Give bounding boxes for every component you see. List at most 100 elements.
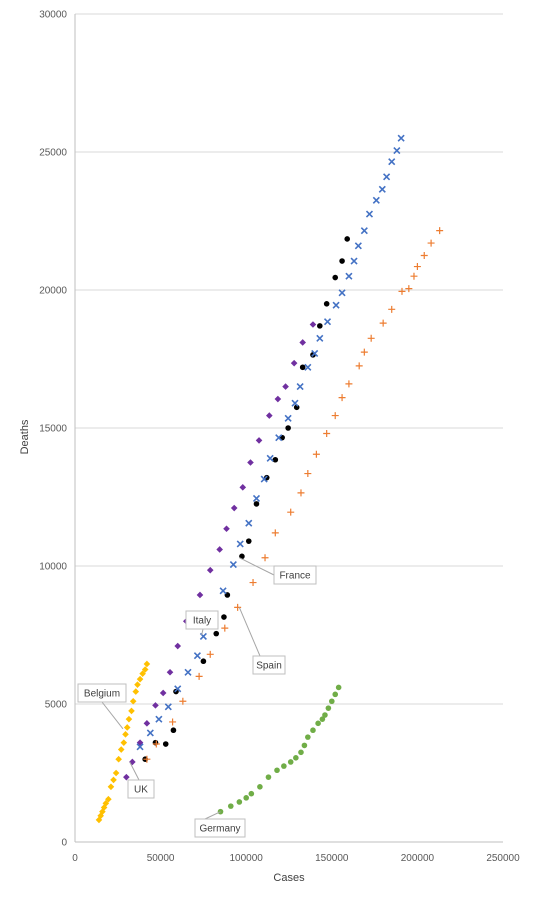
italy-point [317,323,323,329]
france-point [338,289,346,297]
spain-point [195,672,203,680]
spain-point [379,319,387,327]
france-point [397,134,405,142]
y-tick-label: 30000 [39,10,67,21]
france-point [252,494,261,502]
series-italy [142,236,351,762]
belgium-point [139,670,146,677]
y-tick-label: 10000 [39,562,67,573]
spain-point [355,362,363,370]
france-point [332,301,340,309]
france-point [345,272,353,280]
uk-callout-box [127,779,155,799]
france-point [323,318,332,326]
uk-point [266,412,273,419]
germany-point [265,774,272,780]
spain-point [304,470,312,478]
series-uk [123,321,317,781]
italy-point [170,727,177,734]
belgium-point [102,800,110,807]
france-point [360,227,368,235]
uk-point [216,546,223,553]
x-tick-label: 250000 [486,853,520,864]
germany-point [281,763,287,769]
france-point [136,743,144,751]
spain-point [367,334,375,342]
x-tick-label: 200000 [401,853,435,864]
italy-point [272,456,279,463]
belgium-point [110,776,117,784]
x-tick-labels: 0 50000 100000 150000 200000 250000 [72,853,520,864]
y-tick-label: 0 [61,838,67,849]
uk-point [239,484,247,491]
belgium-callout-box [77,683,127,703]
germany-point [257,784,263,790]
italy-point [285,425,291,431]
belgium-label: Belgium [84,689,120,700]
series-france [136,134,405,751]
germany-point [315,720,321,727]
y-axis-title: Deaths [19,419,31,454]
spain-point [249,579,257,587]
italy-point [200,658,207,665]
germany-callout-box [194,818,246,838]
france-point [296,383,304,391]
uk-point [299,339,306,346]
belgium-point [100,804,108,811]
france-point [229,561,237,569]
uk-point [206,566,214,574]
belgium-point [129,697,137,705]
germany-point [298,749,304,756]
uk-leader-line [129,761,140,781]
belgium-point [128,707,135,715]
spain-point [420,252,428,259]
germany-leader-line [204,811,221,820]
x-axis-title: Cases [273,872,305,884]
italy-point [221,614,227,620]
spain-leader-line [238,607,261,657]
uk-point [247,459,254,466]
france-point [199,632,207,640]
italy-point [253,501,260,507]
spain-point [360,348,368,356]
france-point [316,334,324,342]
spain-point [312,450,320,458]
belgium-point [117,746,125,753]
germany-point [227,803,234,809]
france-point [388,158,396,166]
spain-point [398,287,406,295]
italy-point [332,274,339,281]
y-tick-labels: 0 5000 10000 15000 20000 25000 30000 [39,10,67,849]
spain-point [388,305,396,313]
axes [74,14,503,843]
belgium-point [105,795,112,803]
x-tick-label: 0 [72,853,78,864]
belgium-point [122,731,129,738]
uk-point [255,437,263,444]
france-point [350,257,358,265]
germany-point [287,759,294,765]
germany-point [305,734,311,740]
spain-callout-box [252,655,286,675]
belgium-point [99,808,106,815]
spain-point [331,412,339,420]
germany-label: Germany [199,824,240,835]
germany-point [243,795,249,801]
uk-label: UK [134,785,148,796]
germany-point [322,712,328,718]
germany-point [332,691,339,698]
spain-point [169,718,177,726]
italy-point [339,258,345,264]
france-point [291,399,299,407]
italy-label: Italy [193,616,211,627]
france-point [372,196,380,204]
italy-point [162,741,169,747]
france-point [311,349,319,358]
spain-point [271,529,279,537]
france-point [365,210,374,218]
belgium-point [112,769,120,777]
italy-point [344,236,351,242]
spain-point [436,227,444,235]
france-point [184,668,192,676]
france-point [236,540,244,548]
